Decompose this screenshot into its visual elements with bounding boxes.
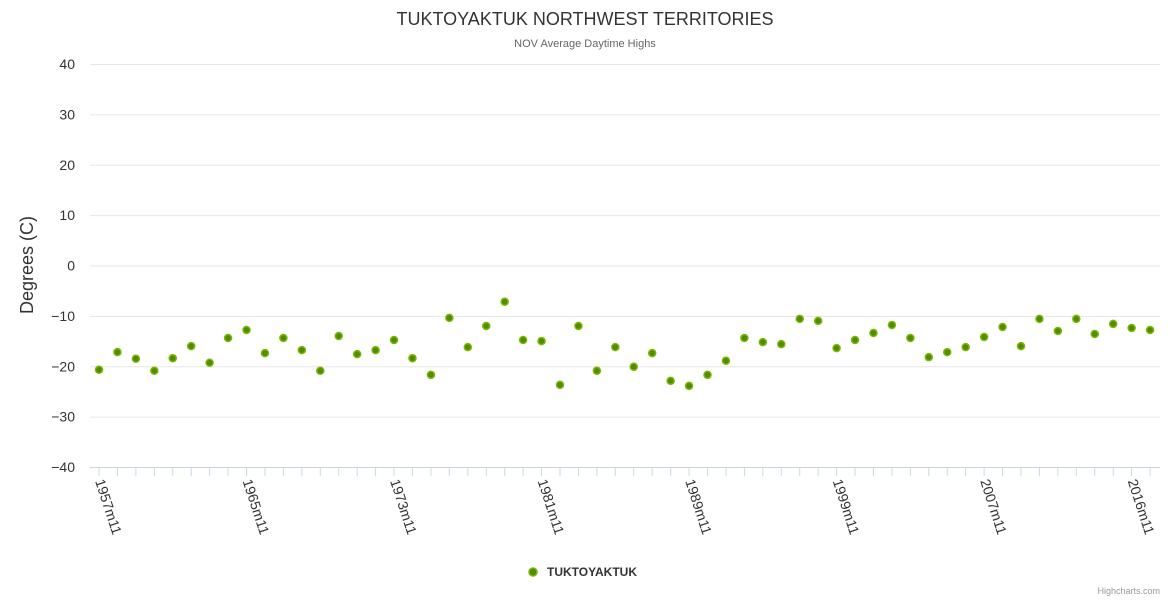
data-point[interactable]: [1090, 329, 1100, 339]
y-tick-label: 0: [67, 258, 75, 274]
data-point[interactable]: [666, 376, 675, 386]
y-tick-label: 20: [59, 157, 75, 173]
data-point[interactable]: [131, 354, 141, 363]
data-point[interactable]: [500, 297, 509, 307]
data-point[interactable]: [445, 313, 454, 323]
data-point[interactable]: [408, 353, 417, 363]
data-point[interactable]: [463, 342, 473, 352]
data-point[interactable]: [740, 333, 749, 343]
data-point[interactable]: [205, 358, 214, 367]
x-tick-label: 1957m11: [92, 477, 125, 537]
x-tick-label: 2007m11: [977, 477, 1010, 537]
data-point[interactable]: [352, 349, 362, 359]
y-tick-label: 40: [59, 56, 75, 72]
data-point[interactable]: [1053, 326, 1063, 336]
chart-title: TUKTOYAKTUK NORTHWEST TERRITORIES: [396, 9, 773, 29]
data-point[interactable]: [297, 345, 307, 355]
data-point[interactable]: [555, 380, 565, 390]
data-point[interactable]: [795, 314, 804, 324]
x-tick-label: 1981m11: [535, 477, 568, 537]
data-point[interactable]: [611, 342, 620, 352]
data-point[interactable]: [186, 341, 196, 351]
data-point[interactable]: [1127, 323, 1136, 333]
data-point[interactable]: [777, 339, 786, 349]
data-point[interactable]: [1035, 314, 1044, 324]
data-point[interactable]: [1108, 319, 1118, 329]
legend-marker: [528, 567, 538, 577]
data-point[interactable]: [113, 347, 122, 357]
credits-link[interactable]: Highcharts.com: [1097, 586, 1160, 596]
data-point[interactable]: [721, 356, 731, 365]
data-point[interactable]: [813, 316, 823, 326]
data-point[interactable]: [168, 353, 178, 363]
y-tick-label: −20: [51, 358, 75, 374]
x-tick-label: 2016m11: [1125, 477, 1158, 537]
data-point[interactable]: [684, 381, 694, 391]
x-tick-label: 1989m11: [682, 477, 715, 537]
data-point[interactable]: [150, 366, 159, 376]
legend-item-tuktoyaktuk[interactable]: TUKTOYAKTUK: [528, 565, 637, 579]
y-tick-label: −10: [51, 308, 75, 324]
data-point[interactable]: [1145, 325, 1155, 335]
data-point[interactable]: [426, 370, 436, 380]
data-point[interactable]: [537, 336, 546, 346]
data-point[interactable]: [481, 321, 491, 331]
data-point[interactable]: [316, 366, 325, 376]
y-tick-label: 10: [59, 207, 75, 223]
data-point[interactable]: [223, 333, 233, 343]
data-point[interactable]: [334, 331, 343, 341]
data-point[interactable]: [961, 342, 970, 352]
x-tick-label: 1965m11: [240, 477, 273, 537]
data-point[interactable]: [832, 343, 841, 353]
data-point[interactable]: [371, 345, 380, 355]
data-point[interactable]: [1016, 341, 1026, 351]
y-tick-label: −30: [51, 409, 75, 425]
chart-subtitle: NOV Average Daytime Highs: [514, 38, 656, 50]
x-tick-label: 1999m11: [830, 477, 863, 537]
data-point[interactable]: [850, 335, 860, 345]
y-tick-label: −40: [51, 459, 75, 475]
data-point[interactable]: [942, 347, 952, 357]
data-point[interactable]: [869, 328, 878, 338]
data-point[interactable]: [94, 365, 104, 375]
data-point[interactable]: [906, 333, 915, 343]
y-axis-label: Degrees (C): [17, 216, 37, 314]
data-point[interactable]: [1072, 314, 1081, 324]
data-point[interactable]: [518, 335, 528, 345]
x-tick-label: 1973m11: [387, 477, 420, 537]
data-point[interactable]: [389, 335, 399, 345]
data-point[interactable]: [758, 337, 768, 347]
data-point[interactable]: [647, 348, 657, 358]
data-point[interactable]: [629, 362, 639, 372]
data-point[interactable]: [260, 348, 270, 358]
y-tick-label: 30: [59, 106, 75, 122]
data-point[interactable]: [924, 352, 934, 362]
data-point[interactable]: [979, 332, 989, 342]
data-point[interactable]: [998, 322, 1007, 332]
data-point[interactable]: [887, 320, 897, 330]
data-point[interactable]: [574, 321, 583, 331]
legend-label: TUKTOYAKTUK: [547, 565, 637, 579]
data-point[interactable]: [703, 370, 712, 380]
data-point[interactable]: [592, 366, 602, 376]
data-point[interactable]: [242, 325, 251, 335]
data-point[interactable]: [279, 333, 288, 343]
